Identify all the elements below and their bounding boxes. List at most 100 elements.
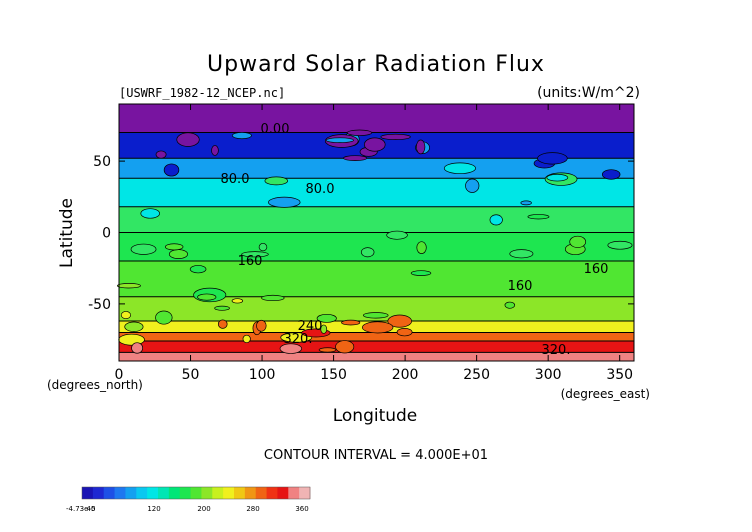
contour-blob xyxy=(465,178,480,193)
contour-label: 0.00 xyxy=(261,122,290,137)
contour-blob xyxy=(264,176,289,186)
colorbar-swatch xyxy=(125,487,137,499)
contour-blob xyxy=(176,132,200,147)
colorbar-swatch xyxy=(190,487,202,499)
contour-blob xyxy=(242,334,251,344)
contour-blob xyxy=(320,324,328,334)
contour-blob xyxy=(360,247,375,258)
colorbar-label: -4.73e-5 xyxy=(66,505,95,513)
contour-label: 320. xyxy=(542,343,571,358)
contour-blob xyxy=(268,196,301,208)
contour-blob xyxy=(325,137,354,144)
colorbar-swatch xyxy=(136,487,148,499)
contour-blob xyxy=(120,311,131,320)
contour-blob xyxy=(197,293,217,301)
colorbar-swatch xyxy=(277,487,289,499)
colorbar-swatch xyxy=(244,487,257,499)
x-tick-label: 50 xyxy=(182,367,200,383)
y-tick-label: -50 xyxy=(88,297,111,313)
x-tick-label: 300 xyxy=(535,367,562,383)
x-tick-label: 150 xyxy=(320,367,347,383)
contour-blob xyxy=(140,208,160,219)
contour-blob xyxy=(601,169,621,180)
band-9 xyxy=(119,332,634,342)
chart-title: Upward Solar Radiation Flux xyxy=(207,52,545,77)
colorbar-swatch xyxy=(103,487,116,499)
colorbar-swatch xyxy=(114,487,126,499)
y-unit-label: (degrees_north) xyxy=(47,378,143,392)
contour-blob xyxy=(279,343,302,354)
contour-blob xyxy=(155,150,167,159)
y-axis-label: Latitude xyxy=(57,198,77,268)
colorbar-swatch xyxy=(288,487,300,499)
x-tick-label: 200 xyxy=(392,367,419,383)
contour-blob xyxy=(261,294,285,302)
contour-blob xyxy=(396,328,413,337)
contour-label: 160 xyxy=(584,262,609,277)
band-5 xyxy=(119,232,634,262)
colorbar-swatch xyxy=(299,487,311,499)
contour-blob xyxy=(116,283,141,289)
colorbar-label: 360 xyxy=(295,505,308,513)
contour-label: 320. xyxy=(284,332,313,347)
contour-blob xyxy=(410,270,432,276)
contour-blob xyxy=(130,243,157,255)
contour-interval-text: CONTOUR INTERVAL = 4.000E+01 xyxy=(264,448,488,463)
contour-blob xyxy=(341,319,361,326)
contour-blob xyxy=(241,251,269,258)
contour-blob xyxy=(231,298,244,304)
y-tick-label: 0 xyxy=(102,226,111,242)
contour-blob xyxy=(509,249,534,259)
colorbar-swatch xyxy=(212,487,224,499)
contour-blob xyxy=(546,173,569,182)
x-unit-label: (degrees_east) xyxy=(561,387,650,401)
contour-blob xyxy=(189,265,207,274)
contour-label: 160 xyxy=(238,254,263,269)
contour-blob xyxy=(416,139,426,155)
contour-blob xyxy=(346,129,373,136)
contour-blob xyxy=(343,155,368,162)
band-2 xyxy=(119,158,634,179)
contour-blob xyxy=(258,242,268,252)
contour-label: 80.0 xyxy=(221,172,250,187)
colorbar-swatch xyxy=(168,487,181,499)
colorbar-label: 40 xyxy=(87,505,96,513)
band-4 xyxy=(119,206,634,233)
contour-blob xyxy=(318,347,337,353)
x-axis-label: Longitude xyxy=(333,406,418,426)
colorbar-swatch xyxy=(234,487,246,499)
colorbar-swatch xyxy=(92,487,105,499)
x-tick-label: 0 xyxy=(115,367,124,383)
contour-blob xyxy=(211,145,219,156)
x-tick-label: 100 xyxy=(249,367,276,383)
contour-blob xyxy=(155,310,173,325)
contour-blob xyxy=(489,214,503,226)
contour-blob xyxy=(520,200,532,206)
contour-blob xyxy=(607,240,633,250)
colorbar-label: 200 xyxy=(197,505,210,513)
contour-blob xyxy=(124,321,144,332)
units-label: (units:W/m^2) xyxy=(537,85,640,101)
x-tick-label: 250 xyxy=(463,367,490,383)
contour-label: 80.0 xyxy=(306,182,335,197)
colorbar-frame xyxy=(81,486,311,500)
contour-blob xyxy=(504,301,516,309)
colorbar-swatch xyxy=(201,487,213,499)
band-11 xyxy=(119,352,634,361)
contour-blob xyxy=(217,319,228,329)
contour-blob xyxy=(364,137,386,152)
contour-label: 240 xyxy=(298,319,323,334)
colorbar-swatch xyxy=(179,487,192,499)
contour-blob xyxy=(231,132,252,140)
contour-blob xyxy=(569,235,587,248)
colorbar-swatch xyxy=(223,487,235,499)
contour-blob xyxy=(362,312,389,319)
contour-blob xyxy=(537,152,568,165)
colorbar-label: 120 xyxy=(147,505,160,513)
contour-label: 160 xyxy=(508,279,533,294)
colorbar-label: 280 xyxy=(246,505,259,513)
contour-blob xyxy=(335,340,355,354)
colorbar-swatch xyxy=(82,487,94,499)
